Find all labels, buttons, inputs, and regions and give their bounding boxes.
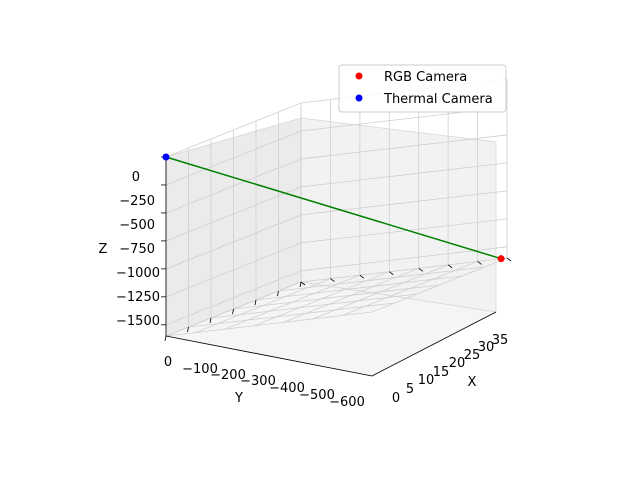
grid-line — [165, 242, 302, 298]
grid-line — [165, 158, 302, 214]
legend-box — [338, 64, 507, 113]
grid-line — [188, 302, 395, 328]
grid-line — [165, 102, 302, 158]
y-tick-labels: 0 −100 −200 −300 −400 −500 −600 — [164, 355, 365, 410]
z-tick-label: −1500 — [116, 314, 160, 329]
x-axis-line — [371, 311, 497, 377]
x-tick-mark — [418, 267, 423, 272]
x-tick-label: 20 — [449, 356, 466, 371]
x-tick-mark — [477, 261, 482, 265]
y-tick-label: −300 — [240, 374, 276, 389]
legend: RGB Camera Thermal Camera — [338, 64, 507, 113]
x-tick-label: 0 — [392, 391, 400, 406]
grid-line — [255, 275, 463, 301]
y-tick-mark — [187, 326, 189, 333]
y-tick-label: −400 — [269, 381, 305, 396]
grid-line — [300, 190, 508, 216]
x-tick-labels: 0 5 10 15 20 25 30 35 — [392, 333, 508, 406]
grid-line — [165, 186, 302, 242]
grid-line — [165, 214, 302, 270]
y-tick-mark — [299, 281, 302, 288]
y-axis-line — [165, 335, 373, 377]
y-tick-mark — [254, 299, 257, 306]
grid-line — [300, 218, 508, 244]
x-tick-mark — [330, 278, 335, 282]
z-tick-label: −500 — [119, 218, 155, 233]
legend-label-thermal: Thermal Camera — [383, 92, 493, 107]
data-point-rgb-camera — [497, 255, 505, 263]
y-axis-label: Y — [234, 391, 243, 406]
x-tick-label: 15 — [433, 365, 450, 380]
legend-marker-rgb — [355, 72, 363, 80]
y-tick-mark — [277, 290, 279, 297]
y-tick-mark — [164, 335, 167, 342]
y-tick-label: −200 — [210, 368, 246, 383]
grid-line — [278, 266, 485, 292]
x-tick-mark — [359, 274, 365, 279]
grid-line — [210, 293, 418, 319]
x-tick-label: 10 — [418, 373, 435, 388]
y-tick-label: −100 — [182, 362, 218, 377]
grid-line — [300, 162, 508, 188]
z-tick-label: −750 — [119, 242, 155, 257]
y-tick-label: 0 — [164, 355, 172, 370]
z-axis-label: Z — [99, 242, 108, 257]
x-tick-mark — [300, 281, 306, 286]
x-tick-label: 30 — [478, 340, 495, 355]
grid-line — [165, 130, 302, 186]
x-axis-label: X — [468, 375, 477, 390]
tick-marks — [161, 156, 512, 342]
legend-marker-thermal — [355, 94, 363, 102]
legend-label-rgb: RGB Camera — [384, 70, 467, 85]
x-tick-label: 5 — [406, 382, 414, 397]
y-tick-label: −500 — [299, 388, 335, 403]
connector-line — [165, 156, 502, 260]
z-tick-label: −1000 — [116, 266, 160, 281]
x-tick-label: 35 — [492, 333, 509, 348]
z-tick-label: −250 — [119, 194, 155, 209]
grid-line — [300, 257, 508, 283]
z-tick-label: 0 — [132, 170, 140, 185]
x-tick-mark — [447, 264, 453, 269]
y-tick-mark — [209, 317, 212, 324]
y-tick-mark — [232, 308, 234, 315]
x-tick-label: 25 — [464, 348, 481, 363]
x-tick-mark — [506, 257, 512, 262]
data-point-thermal-camera — [162, 153, 170, 161]
z-tick-labels: 0 −250 −500 −750 −1000 −1250 −1500 — [116, 170, 160, 329]
grid-line — [300, 134, 508, 160]
data-marks — [162, 153, 505, 263]
grid-line — [165, 311, 373, 337]
grid-line — [165, 270, 302, 326]
z-tick-label: −1250 — [116, 290, 160, 305]
y-tick-label: −600 — [329, 395, 365, 410]
x-tick-mark — [389, 271, 394, 276]
grid-line — [233, 284, 440, 310]
